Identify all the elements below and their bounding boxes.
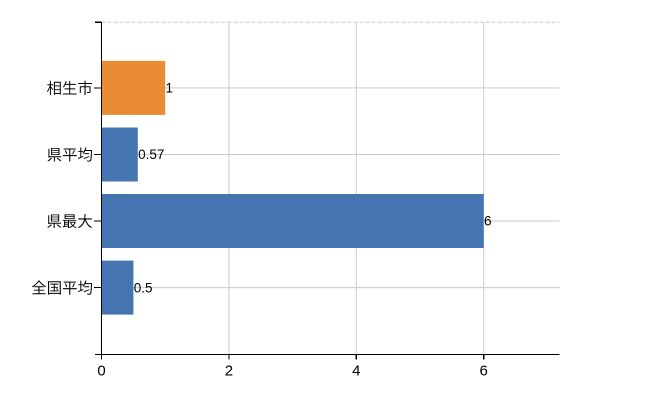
svg-text:6: 6 [480,362,488,379]
svg-text:0.5: 0.5 [134,280,153,295]
svg-text:6: 6 [484,214,492,229]
svg-text:1: 1 [166,81,174,96]
svg-text:2: 2 [225,362,233,379]
svg-text:4: 4 [352,362,360,379]
svg-text:0: 0 [97,362,105,379]
svg-text:0.57: 0.57 [138,147,164,162]
